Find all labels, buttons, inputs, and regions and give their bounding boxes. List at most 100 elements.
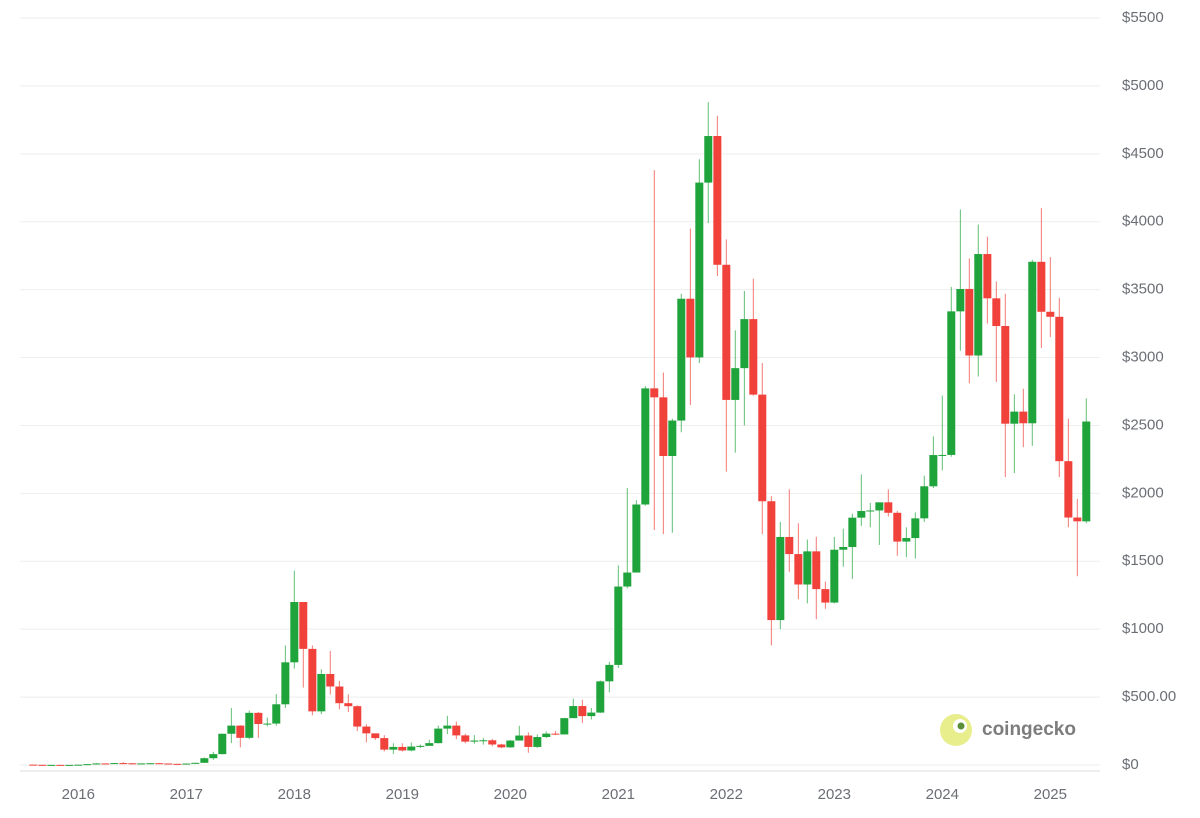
candle-body [695,182,704,358]
candle-body [749,319,758,395]
candle-body [587,712,596,717]
candle-body [47,764,56,766]
candle-body [263,723,272,725]
candle-body [560,718,569,735]
candle-body [533,737,542,747]
candle-body [110,763,119,765]
candle-body [344,703,353,707]
candle-body [866,510,875,512]
candle-body [317,674,326,712]
candle-body [281,662,290,705]
candle-body [605,664,614,682]
candle-body [200,758,209,763]
candle-body [596,681,605,713]
candle-body [740,319,749,369]
candle-body [992,298,1001,327]
candle-body [857,511,866,518]
candle-body [290,602,299,663]
candle-body [425,743,434,746]
candle-body [353,706,362,727]
candle-body [839,547,848,550]
candle-body [983,254,992,299]
candle-body [686,298,695,358]
candle-body [380,738,389,750]
logo-pupil [957,722,965,730]
candle-body [578,706,587,717]
candle-body [1064,461,1073,518]
candle-body [920,486,929,519]
y-tick-label: $1000 [1122,620,1164,637]
candle-body [659,397,668,457]
candle-body [173,763,182,765]
candle-body [542,733,551,738]
candle-body [155,763,164,765]
candle-body [1037,261,1046,312]
candle-body [164,763,173,765]
candle-body [623,572,632,587]
x-tick-label: 2018 [278,786,311,803]
y-tick-label: $5000 [1122,77,1164,94]
candle-body [884,502,893,513]
candle-body [119,763,128,765]
candle-body [938,454,947,456]
candle-body [137,763,146,765]
watermark: coingecko [982,719,1076,740]
candle-body [452,725,461,736]
candle-body [1028,261,1037,424]
candle-body [632,504,641,573]
candle-body [335,686,344,704]
y-tick-label: $2500 [1122,416,1164,433]
candle-body [56,764,65,766]
x-tick-label: 2017 [170,786,203,803]
candle-body [1001,326,1010,424]
candle-body [821,589,830,603]
candle-body [947,311,956,455]
candle-body [893,512,902,542]
candle-body [362,726,371,734]
candle-body [794,554,803,585]
candle-body [272,704,281,724]
candle-body [722,264,731,400]
candle-body [371,733,380,739]
candle-body [902,538,911,542]
candle-body [209,754,218,759]
candle-body [758,394,767,502]
candle-body [515,735,524,741]
candle-body [407,746,416,751]
candle-body [227,725,236,734]
candle-body [614,586,623,665]
candle-body [524,735,533,747]
candle-body [956,288,965,312]
candle-body [776,536,785,621]
plot: $0 $500.00 $1000 $1500 $2000 $2500 $3000 $3500 $… [20,9,1176,803]
x-tick-label: 2023 [818,786,851,803]
y-tick-label: $4000 [1122,213,1164,230]
candle-body [29,764,38,766]
candle-body [965,288,974,356]
candle-body [1019,411,1028,424]
candle-body [434,728,443,744]
candle-body [416,745,425,747]
candle-body [929,455,938,487]
candle-body [461,735,470,742]
candle-body [254,712,263,724]
candle-body [488,740,497,745]
candle-body [326,674,335,687]
candle-body [506,740,515,748]
candle-body [83,764,92,766]
candle-body [668,420,677,457]
candle-body [308,648,317,712]
candle-body [470,740,479,742]
y-tick-label: $0 [1122,756,1139,773]
candle-body [731,368,740,400]
candle-body [1046,311,1055,317]
candle-body [1073,517,1082,522]
y-tick-label: $1500 [1122,552,1164,569]
candle-body [182,763,191,765]
y-tick-label: $3000 [1122,349,1164,366]
candle-body [38,764,47,766]
candle-body [785,536,794,555]
candle-body [803,551,812,585]
candle-body [812,551,821,590]
